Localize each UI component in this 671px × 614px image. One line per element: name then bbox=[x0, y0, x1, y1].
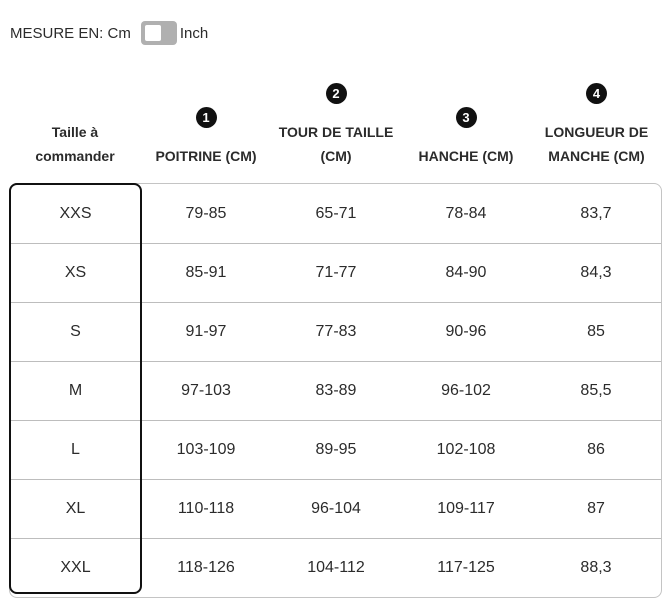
value-cell: 85-91 bbox=[185, 264, 227, 281]
value-cell: 96-104 bbox=[311, 500, 361, 517]
column-badge-1: 1 bbox=[195, 107, 217, 128]
header-line: MANCHE (CM) bbox=[548, 148, 645, 164]
value-cell: 97-103 bbox=[181, 382, 231, 399]
column-badge-4: 4 bbox=[586, 83, 607, 104]
column-badge-2: 2 bbox=[325, 83, 347, 104]
column-header-longueur-de-manche: 4 LONGUEUR DE MANCHE (CM) bbox=[531, 72, 662, 168]
value-cell: 96-102 bbox=[441, 382, 491, 399]
value-cell: 84,3 bbox=[580, 264, 612, 281]
value-cell: 88,3 bbox=[580, 559, 612, 576]
table-row: XXL 118-126 104-112 117-125 88,3 bbox=[10, 538, 661, 597]
value-cell: 83-89 bbox=[315, 382, 357, 399]
header-line: LONGUEUR DE bbox=[544, 124, 649, 140]
unit-toggle-row: MESURE EN: Cm Inch bbox=[10, 20, 662, 46]
value-cell: 87 bbox=[587, 500, 605, 517]
measure-prefix-label: MESURE EN: bbox=[10, 24, 108, 42]
header-line: Taille à bbox=[51, 124, 99, 140]
size-cell: XXL bbox=[60, 559, 91, 576]
size-cell: S bbox=[70, 323, 81, 340]
value-cell: 65-71 bbox=[315, 204, 357, 222]
size-cell: XS bbox=[64, 264, 87, 281]
table-row: M 97-103 83-89 96-102 85,5 bbox=[10, 361, 661, 420]
column-header-hanche: 3 HANCHE (CM) bbox=[401, 72, 531, 168]
value-cell: 83,7 bbox=[580, 204, 612, 222]
column-header-poitrine: 1 POITRINE (CM) bbox=[141, 72, 271, 168]
value-cell: 84-90 bbox=[445, 264, 487, 281]
size-cell: M bbox=[68, 382, 83, 399]
value-cell: 79-85 bbox=[185, 204, 227, 222]
value-cell: 104-112 bbox=[307, 559, 365, 576]
value-cell: 71-77 bbox=[315, 264, 357, 281]
size-cell: L bbox=[71, 441, 80, 458]
header-line: POITRINE (CM) bbox=[155, 148, 257, 164]
header-line: (CM) bbox=[320, 148, 352, 164]
size-cell: XL bbox=[65, 500, 86, 517]
header-line: TOUR DE TAILLE bbox=[278, 124, 394, 140]
column-badge-3: 3 bbox=[455, 107, 477, 128]
size-cell: XXS bbox=[59, 204, 92, 222]
column-header-size: Taille à commander bbox=[9, 72, 141, 168]
value-cell: 110-118 bbox=[177, 500, 235, 517]
header-line: HANCHE (CM) bbox=[418, 148, 514, 164]
value-cell: 109-117 bbox=[437, 500, 495, 517]
value-cell: 103-109 bbox=[176, 441, 236, 458]
column-header-tour-de-taille: 2 TOUR DE TAILLE (CM) bbox=[271, 72, 401, 168]
value-cell: 86 bbox=[587, 441, 605, 458]
table-row: S 91-97 77-83 90-96 85 bbox=[10, 302, 661, 361]
table-row: XS 85-91 71-77 84-90 84,3 bbox=[10, 243, 661, 302]
value-cell: 102-108 bbox=[436, 441, 496, 458]
unit-toggle-knob[interactable] bbox=[144, 25, 161, 41]
value-cell: 118-126 bbox=[177, 559, 235, 576]
unit-option-inch[interactable]: Inch bbox=[179, 24, 209, 42]
value-cell: 85 bbox=[587, 323, 605, 340]
value-cell: 89-95 bbox=[315, 441, 357, 458]
table-row: XXS 79-85 65-71 78-84 83,7 bbox=[10, 184, 661, 243]
value-cell: 91-97 bbox=[185, 323, 227, 340]
table-row: XL 110-118 96-104 109-117 87 bbox=[10, 479, 661, 538]
table-header: Taille à commander 1 POITRINE (CM) 2 TOU… bbox=[9, 72, 662, 168]
size-guide-panel: MESURE EN: Cm Inch Taille à commander 1 … bbox=[9, 20, 662, 598]
value-cell: 78-84 bbox=[445, 204, 487, 222]
size-chart-table: XXS 79-85 65-71 78-84 83,7 XS 85-91 71-7… bbox=[9, 183, 662, 598]
table-row: L 103-109 89-95 102-108 86 bbox=[10, 420, 661, 479]
header-line: commander bbox=[35, 148, 115, 164]
value-cell: 117-125 bbox=[437, 559, 495, 576]
value-cell: 77-83 bbox=[315, 323, 357, 340]
unit-toggle-switch[interactable] bbox=[140, 21, 177, 45]
value-cell: 90-96 bbox=[445, 323, 487, 340]
value-cell: 85,5 bbox=[580, 382, 612, 399]
unit-option-cm[interactable]: Cm bbox=[107, 24, 131, 42]
